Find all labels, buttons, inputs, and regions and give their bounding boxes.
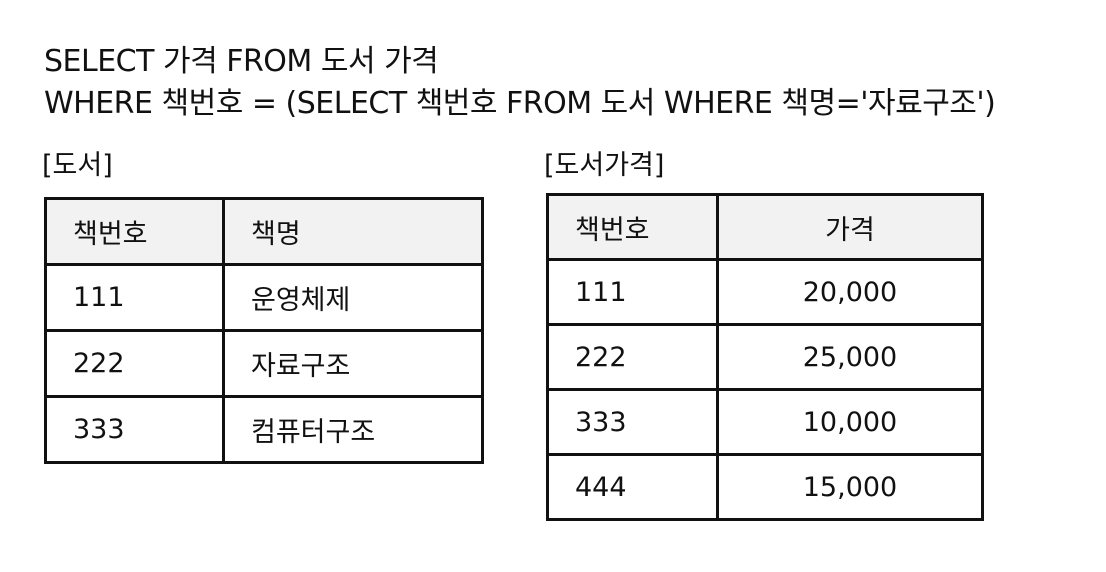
prices-table-caption: [도서가격]	[544, 150, 665, 181]
cell-book-title: 컴퓨터구조	[222, 395, 484, 464]
cell-book-number: 333	[44, 395, 225, 464]
sql-query-line-1: SELECT 가격 FROM 도서 가격	[44, 44, 439, 79]
table-row: 111 20,000	[546, 258, 984, 326]
books-table: 책번호 책명 111 운영체제 222 자료구조 333 컴퓨터구조	[44, 197, 484, 464]
cell-book-number: 333	[546, 388, 719, 456]
sql-query-line-2: WHERE 책번호 = (SELECT 책번호 FROM 도서 WHERE 책명…	[44, 86, 996, 121]
table-row: 444 15,000	[546, 453, 984, 521]
column-header-book-title: 책명	[222, 197, 484, 266]
cell-book-number: 222	[44, 329, 225, 398]
books-table-caption: [도서]	[42, 150, 113, 181]
table-row: 222 25,000	[546, 323, 984, 391]
cell-book-number: 111	[44, 263, 225, 332]
cell-book-title: 운영체제	[222, 263, 484, 332]
table-header-row: 책번호 가격	[546, 193, 984, 261]
cell-price: 10,000	[716, 388, 984, 456]
column-header-price: 가격	[716, 193, 984, 261]
cell-book-number: 444	[546, 453, 719, 521]
table-header-row: 책번호 책명	[44, 197, 484, 266]
cell-price: 20,000	[716, 258, 984, 326]
column-header-book-number: 책번호	[546, 193, 719, 261]
table-row: 333 컴퓨터구조	[44, 395, 484, 464]
column-header-book-number: 책번호	[44, 197, 225, 266]
cell-book-title: 자료구조	[222, 329, 484, 398]
cell-price: 15,000	[716, 453, 984, 521]
table-row: 111 운영체제	[44, 263, 484, 332]
table-row: 333 10,000	[546, 388, 984, 456]
table-row: 222 자료구조	[44, 329, 484, 398]
cell-price: 25,000	[716, 323, 984, 391]
cell-book-number: 222	[546, 323, 719, 391]
cell-book-number: 111	[546, 258, 719, 326]
prices-table: 책번호 가격 111 20,000 222 25,000 333 10,000 …	[546, 193, 984, 521]
